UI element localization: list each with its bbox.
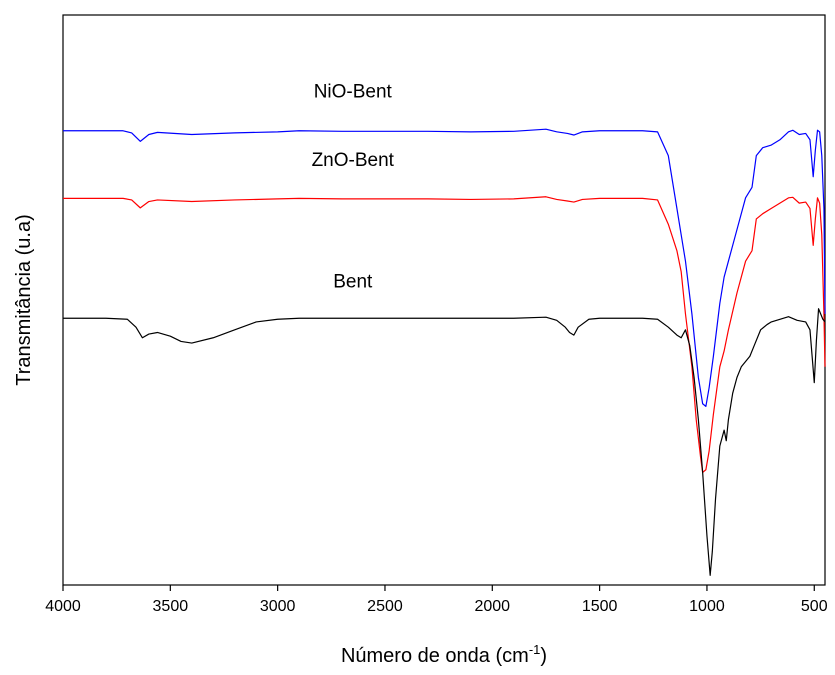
- series-label-zno-bent: ZnO-Bent: [312, 150, 395, 171]
- x-tick-label: 500: [801, 598, 828, 615]
- x-tick-label: 2500: [367, 598, 403, 615]
- series-line-zno-bent: [63, 196, 826, 473]
- series-line-bent: [63, 308, 826, 576]
- series-label-nio-bent: NiO-Bent: [314, 82, 393, 103]
- series-labels: NiO-Bent ZnO-Bent Bent: [312, 82, 395, 293]
- x-tick-label: 4000: [45, 598, 81, 615]
- x-tick-label: 3000: [260, 598, 296, 615]
- plot-frame: [62, 14, 826, 586]
- series-line-nio-bent: [63, 128, 826, 407]
- x-tick-label: 1000: [689, 598, 725, 615]
- x-axis-label-superscript: -1: [529, 642, 541, 657]
- series-label-bent: Bent: [333, 272, 373, 293]
- x-tick-label: 1500: [582, 598, 618, 615]
- x-axis-label-close: ): [540, 645, 547, 667]
- x-tick-label: 3500: [153, 598, 189, 615]
- x-axis-label: Número de onda (cm-1): [341, 642, 547, 667]
- series-group: [63, 128, 826, 576]
- x-axis-label-main: Número de onda (cm: [341, 645, 529, 667]
- y-axis-label: Transmitância (u.a): [13, 214, 35, 386]
- x-axis-ticks: 4000 3500 3000 2500 2000 1500 1000 500: [45, 585, 828, 615]
- x-tick-label: 2000: [474, 598, 510, 615]
